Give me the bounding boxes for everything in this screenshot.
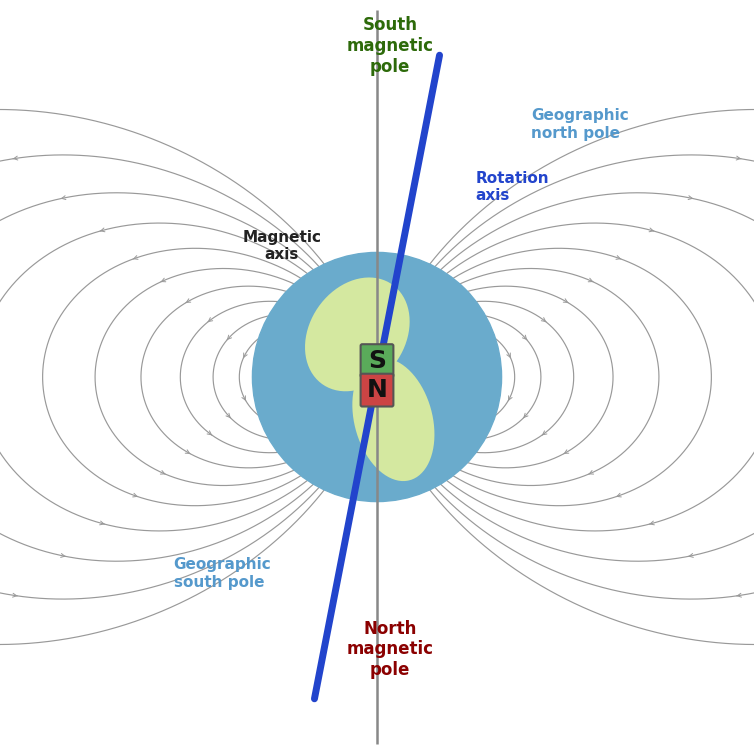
Text: Geographic
north pole: Geographic north pole: [531, 108, 629, 140]
Text: Rotation
axis: Rotation axis: [475, 170, 549, 203]
Text: North
magnetic
pole: North magnetic pole: [347, 620, 434, 679]
Text: S: S: [368, 348, 386, 372]
Polygon shape: [352, 358, 434, 481]
Text: N: N: [366, 378, 388, 402]
Circle shape: [253, 253, 501, 501]
Polygon shape: [305, 277, 409, 391]
Text: South
magnetic
pole: South magnetic pole: [347, 17, 434, 76]
Text: Geographic
south pole: Geographic south pole: [173, 557, 271, 590]
Text: Magnetic
axis: Magnetic axis: [242, 230, 321, 262]
FancyBboxPatch shape: [360, 345, 394, 377]
FancyBboxPatch shape: [360, 374, 394, 406]
Polygon shape: [358, 354, 389, 400]
